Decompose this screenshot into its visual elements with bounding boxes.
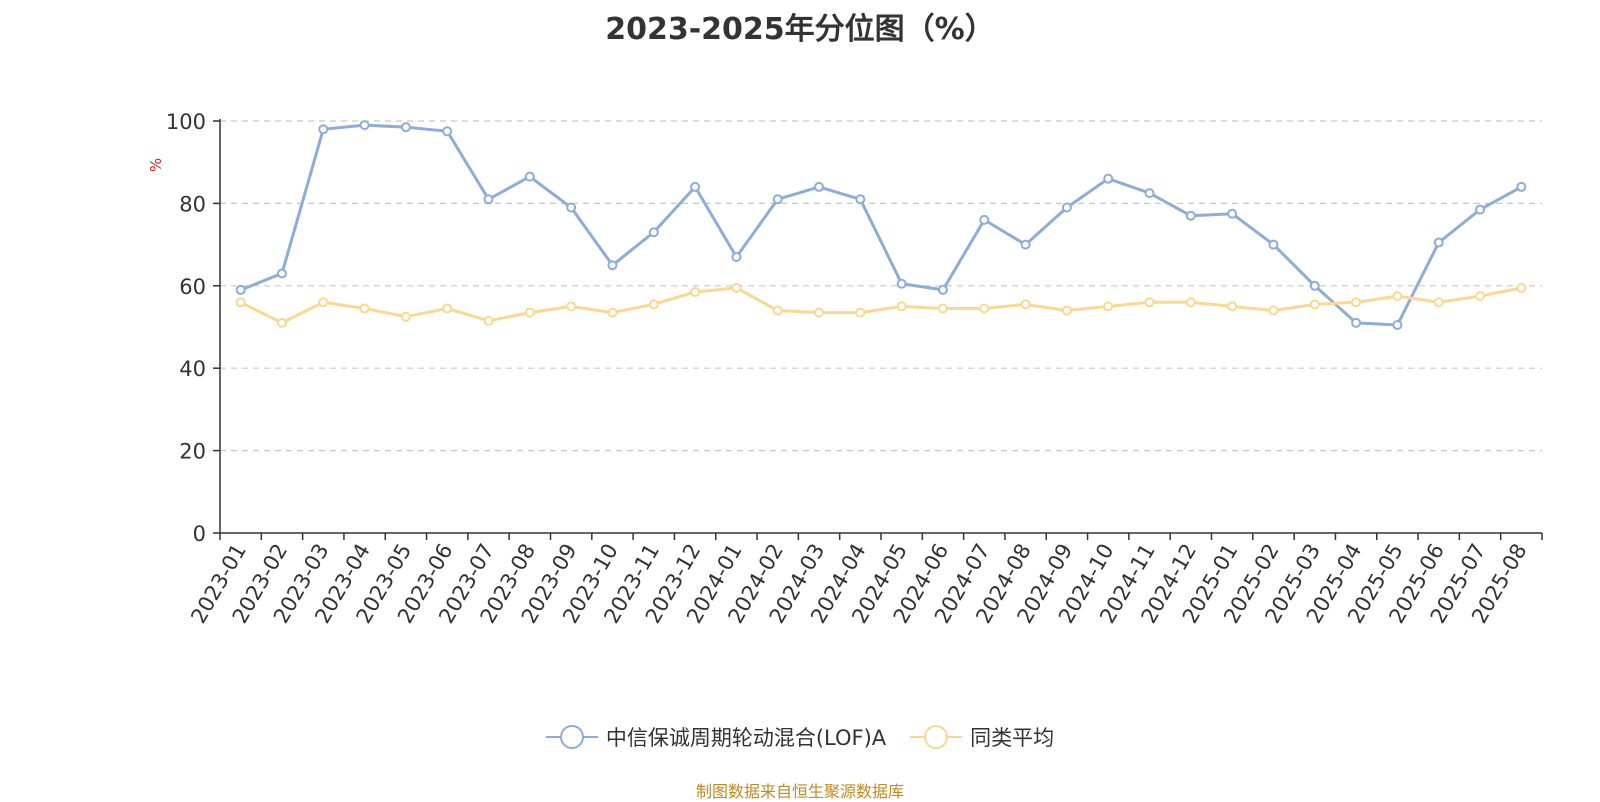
data-point — [1020, 299, 1031, 310]
data-point — [855, 307, 866, 318]
data-point — [814, 307, 825, 318]
data-point — [318, 297, 329, 308]
data-point — [359, 120, 370, 131]
data-point — [400, 311, 411, 322]
legend-item-average[interactable]: 同类平均 — [910, 722, 1054, 752]
data-point — [1020, 239, 1031, 250]
legend-label: 中信保诚周期轮动混合(LOF)A — [605, 726, 887, 750]
data-point — [648, 299, 659, 310]
y-tick-label: 0 — [193, 522, 206, 546]
legend: 中信保诚周期轮动混合(LOF)A 同类平均 — [0, 722, 1600, 752]
data-point — [1103, 301, 1114, 312]
data-point — [937, 303, 948, 314]
data-point — [1061, 305, 1072, 316]
data-point — [731, 251, 742, 262]
data-point — [1268, 305, 1279, 316]
data-point — [814, 181, 825, 192]
data-point — [400, 122, 411, 133]
data-point — [524, 171, 535, 182]
data-point — [1351, 297, 1362, 308]
data-point — [318, 124, 329, 135]
grid-lines — [220, 120, 1542, 452]
data-point — [359, 303, 370, 314]
data-point — [1227, 208, 1238, 219]
data-point — [979, 214, 990, 225]
data-point — [855, 194, 866, 205]
data-point — [1144, 188, 1155, 199]
data-point — [690, 181, 701, 192]
y-tick-label: 80 — [179, 192, 206, 216]
legend-circle-icon — [924, 725, 949, 749]
data-point — [937, 284, 948, 295]
data-point — [1433, 237, 1444, 248]
data-point — [1351, 317, 1362, 328]
data-point — [1309, 280, 1320, 291]
series-lines — [235, 120, 1527, 330]
data-point — [896, 278, 907, 289]
data-point — [1392, 291, 1403, 302]
data-point — [607, 260, 618, 271]
legend-marker-icon — [545, 724, 598, 750]
data-point — [1516, 282, 1527, 293]
data-point — [1516, 181, 1527, 192]
data-point — [1392, 319, 1403, 330]
data-point — [979, 303, 990, 314]
data-point — [483, 194, 494, 205]
data-point — [1475, 204, 1486, 215]
data-point — [566, 202, 577, 213]
data-point — [442, 126, 453, 137]
data-point — [235, 297, 246, 308]
y-axis-label: % — [147, 158, 165, 172]
data-point — [772, 194, 783, 205]
data-point — [1144, 297, 1155, 308]
source-note: 制图数据来自恒生聚源数据库 — [695, 782, 904, 801]
data-point — [276, 317, 287, 328]
data-point — [1475, 291, 1486, 302]
data-point — [483, 315, 494, 326]
data-point — [442, 303, 453, 314]
series-line — [239, 286, 1523, 325]
legend-marker-icon — [910, 724, 963, 750]
data-point — [772, 305, 783, 316]
data-point — [690, 286, 701, 297]
legend-item-fund[interactable]: 中信保诚周期轮动混合(LOF)A — [545, 722, 887, 752]
data-point — [566, 301, 577, 312]
data-point — [1268, 239, 1279, 250]
chart-title: 2023-2025年分位图（%） — [605, 12, 995, 47]
data-point — [896, 301, 907, 312]
series-line — [239, 123, 1523, 327]
data-point — [524, 307, 535, 318]
data-point — [607, 307, 618, 318]
y-tick-label: 40 — [179, 357, 206, 381]
data-point — [1185, 210, 1196, 221]
y-tick-label: 60 — [179, 275, 206, 299]
data-point — [1227, 301, 1238, 312]
data-point — [276, 268, 287, 279]
y-tick-label: 20 — [179, 440, 206, 464]
data-point — [1185, 297, 1196, 308]
data-point — [235, 284, 246, 295]
data-point — [1309, 299, 1320, 310]
data-point — [731, 282, 742, 293]
legend-label: 同类平均 — [970, 726, 1055, 750]
data-point — [648, 227, 659, 238]
legend-circle-icon — [559, 725, 584, 749]
data-point — [1433, 297, 1444, 308]
y-tick-label: 100 — [166, 110, 206, 134]
data-point — [1103, 173, 1114, 184]
data-point — [1061, 202, 1072, 213]
